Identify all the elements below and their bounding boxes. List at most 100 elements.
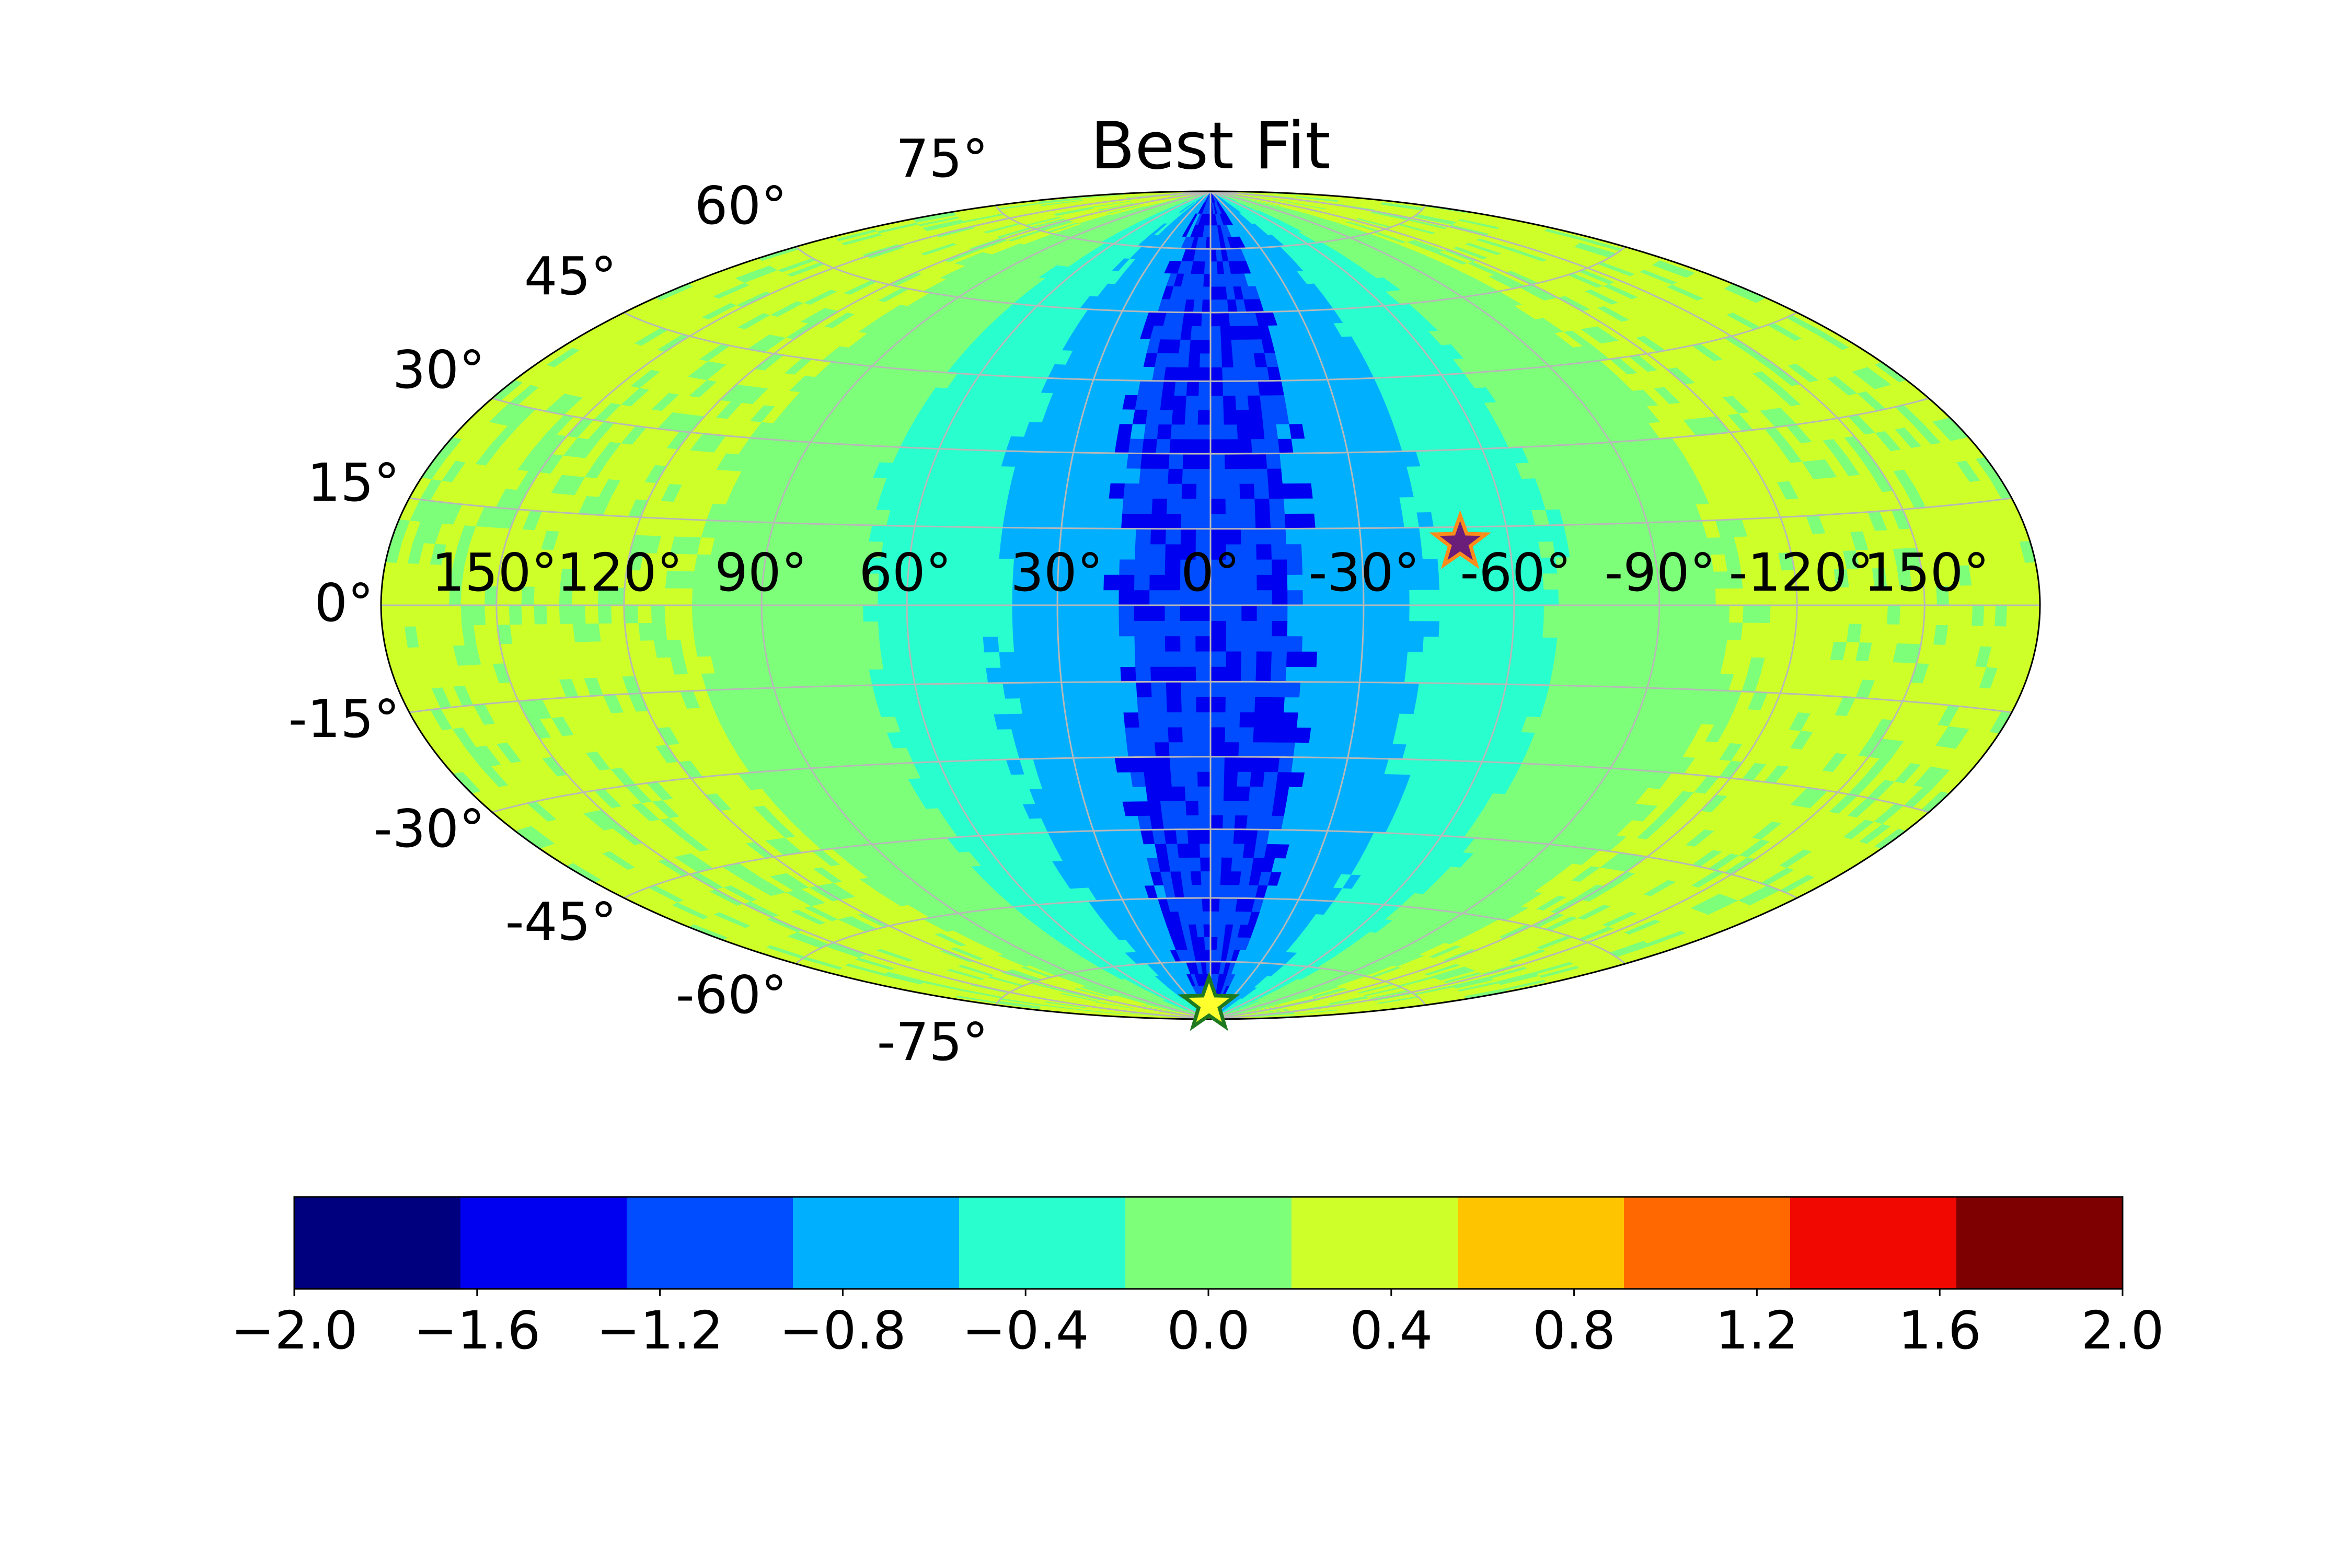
heatmap-cell — [1074, 651, 1090, 667]
heatmap-cell — [892, 605, 908, 622]
heatmap-cell — [1569, 556, 1586, 574]
heatmap-cell — [1087, 620, 1104, 637]
heatmap-cell — [1138, 727, 1155, 743]
heatmap-cell — [1512, 620, 1529, 638]
heatmap-cell — [1126, 742, 1143, 758]
heatmap-cell — [1280, 468, 1297, 484]
heatmap-cell — [1057, 605, 1074, 621]
heatmap-cell — [1809, 605, 1824, 624]
heatmap-cell — [1285, 666, 1301, 683]
heatmap-cell — [1195, 651, 1211, 667]
heatmap-cell — [1742, 605, 1757, 623]
heatmap-cell — [1185, 381, 1200, 396]
heatmap-cell — [1283, 498, 1300, 514]
heatmap-cell — [1848, 605, 1863, 624]
heatmap-cell — [1423, 573, 1440, 590]
heatmap-cell — [1422, 558, 1439, 575]
heatmap-cell — [1284, 513, 1301, 529]
heatmap-cell — [1267, 711, 1284, 728]
heatmap-cell — [1527, 620, 1544, 638]
heatmap-cell — [1308, 727, 1325, 743]
heatmap-cell — [1671, 621, 1688, 639]
heatmap-cell — [1224, 756, 1239, 772]
heatmap-cell — [1152, 727, 1169, 743]
heatmap-cell — [1479, 652, 1497, 669]
heatmap-cell — [1359, 527, 1377, 544]
heatmap-cell — [1118, 589, 1135, 606]
heatmap-cell — [1103, 559, 1120, 575]
heatmap-cell — [1315, 528, 1332, 545]
heatmap-cell — [1297, 498, 1315, 514]
heatmap-cell — [1197, 814, 1211, 830]
heatmap-cell — [1158, 409, 1173, 425]
heatmap-cell — [1210, 857, 1222, 872]
heatmap-cell — [987, 511, 1006, 528]
heatmap-cell — [1046, 512, 1064, 529]
heatmap-cell — [1180, 681, 1196, 697]
heatmap-cell — [1423, 589, 1440, 606]
heatmap-cell — [1030, 666, 1047, 683]
heatmap-cell — [1389, 527, 1406, 544]
heatmap-cell — [1167, 727, 1183, 743]
heatmap-cell — [1073, 636, 1090, 652]
heatmap-cell — [2005, 605, 2019, 627]
heatmap-cell — [1076, 512, 1093, 529]
heatmap-cell — [1256, 605, 1273, 621]
heatmap-cell — [1240, 635, 1257, 652]
heatmap-cell — [1102, 589, 1119, 606]
heatmap-cell — [1306, 452, 1323, 469]
heatmap-cell — [1224, 439, 1239, 454]
heatmap-cell — [1092, 697, 1109, 713]
heatmap-cell — [1149, 544, 1166, 560]
heatmap-cell — [981, 573, 998, 590]
heatmap-cell — [1145, 786, 1160, 802]
heatmap-cell — [1245, 815, 1260, 830]
heatmap-cell — [1312, 697, 1329, 713]
heatmap-cell — [1170, 423, 1185, 440]
heatmap-cell — [1433, 667, 1451, 684]
heatmap-cell — [1438, 573, 1455, 590]
heatmap-cell — [1197, 786, 1211, 801]
heatmap-cell — [1127, 756, 1144, 773]
heatmap-cell — [1315, 666, 1332, 683]
heatmap-cell — [1243, 366, 1258, 382]
heatmap-cell — [1277, 756, 1294, 773]
heatmap-cell — [1093, 482, 1111, 499]
heatmap-cell — [1201, 884, 1211, 898]
heatmap-cell — [1262, 423, 1278, 440]
heatmap-cell — [1220, 857, 1232, 872]
heatmap-cell — [1450, 652, 1468, 668]
heatmap-cell — [1164, 605, 1180, 621]
heatmap-cell — [1031, 512, 1049, 528]
heatmap-cell — [1438, 620, 1455, 637]
heatmap-cell — [1285, 528, 1301, 545]
heatmap-cell — [877, 620, 894, 638]
heatmap-cell — [1217, 273, 1226, 287]
heatmap-cell — [1183, 771, 1198, 787]
heatmap-cell — [1332, 620, 1349, 637]
heatmap-cell — [1210, 771, 1225, 787]
heatmap-cell — [1384, 497, 1402, 513]
heatmap-cell — [1483, 620, 1500, 638]
heatmap-cell — [1210, 395, 1224, 410]
heatmap-cell — [1059, 527, 1077, 544]
heatmap-cell — [1198, 353, 1211, 368]
heatmap-cell — [1290, 438, 1307, 454]
heatmap-cell — [2005, 583, 2019, 606]
heatmap-cell — [1236, 771, 1251, 787]
heatmap-cell — [1184, 786, 1198, 801]
heatmap-cell — [1195, 727, 1211, 743]
heatmap-cell — [1249, 771, 1265, 787]
heatmap-cell — [862, 620, 879, 638]
heatmap-cell — [893, 637, 910, 653]
heatmap-cell — [1000, 667, 1018, 684]
heatmap-cell — [1571, 572, 1588, 590]
heatmap-cell — [1210, 666, 1226, 682]
heatmap-cell — [1143, 423, 1159, 440]
heatmap-cell — [1200, 325, 1211, 340]
heatmap-cell — [1156, 423, 1172, 440]
heatmap-cell — [1345, 651, 1363, 667]
heatmap-cell — [1165, 544, 1181, 560]
heatmap-cell — [1767, 622, 1784, 641]
heatmap-cell — [1454, 605, 1470, 621]
